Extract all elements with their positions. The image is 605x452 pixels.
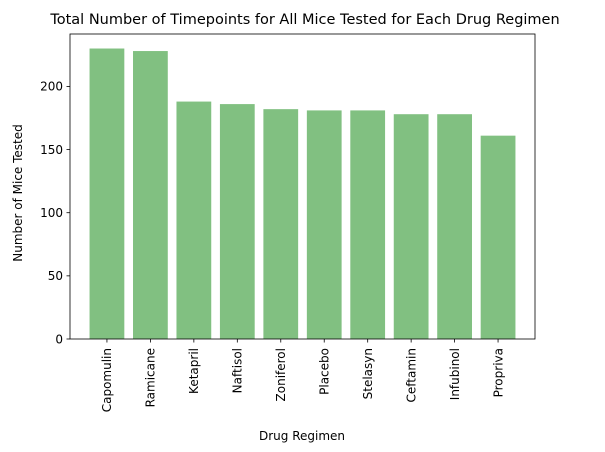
bar-ramicane (133, 51, 168, 340)
x-tick-label: Capomulin (100, 348, 114, 412)
y-axis-label: Number of Mice Tested (11, 124, 25, 262)
chart-title: Total Number of Timepoints for All Mice … (49, 12, 559, 28)
bar-infubinol (437, 114, 472, 339)
y-tick-label: 50 (48, 269, 63, 283)
x-axis-label: Drug Regimen (259, 429, 345, 443)
x-tick-label: Ketapril (187, 348, 201, 394)
bar-ceftamin (393, 114, 429, 339)
plot-frame (69, 33, 536, 340)
y-tick-label: 100 (40, 206, 63, 220)
x-tick-label: Placebo (318, 348, 332, 395)
x-tick-label: Stelasyn (361, 348, 375, 399)
bar-zoniferol (263, 109, 299, 339)
bar-ketapril (176, 101, 212, 339)
y-tick-label: 200 (40, 80, 63, 94)
x-tick-label: Propriva (491, 348, 505, 397)
bars-group (89, 48, 516, 340)
bar-capomulin (89, 48, 125, 340)
x-axis: Capomulin Ramicane Ketapril Naftisol Zonifer… (100, 339, 505, 412)
y-tick-label: 150 (40, 143, 63, 157)
bar-naftisol (219, 104, 255, 339)
x-tick-label: Ramicane (144, 348, 158, 407)
y-tick-label: 0 (55, 332, 63, 346)
bar-placebo (306, 110, 342, 339)
bar-stelasyn (350, 110, 386, 339)
x-tick-label: Ceftamin (404, 348, 418, 402)
x-tick-label: Naftisol (231, 348, 245, 393)
x-tick-label: Infubinol (448, 348, 462, 400)
bar-propriva (480, 135, 516, 339)
y-axis: 0 50 100 150 200 (40, 80, 70, 346)
x-tick-label: Zoniferol (274, 348, 288, 401)
